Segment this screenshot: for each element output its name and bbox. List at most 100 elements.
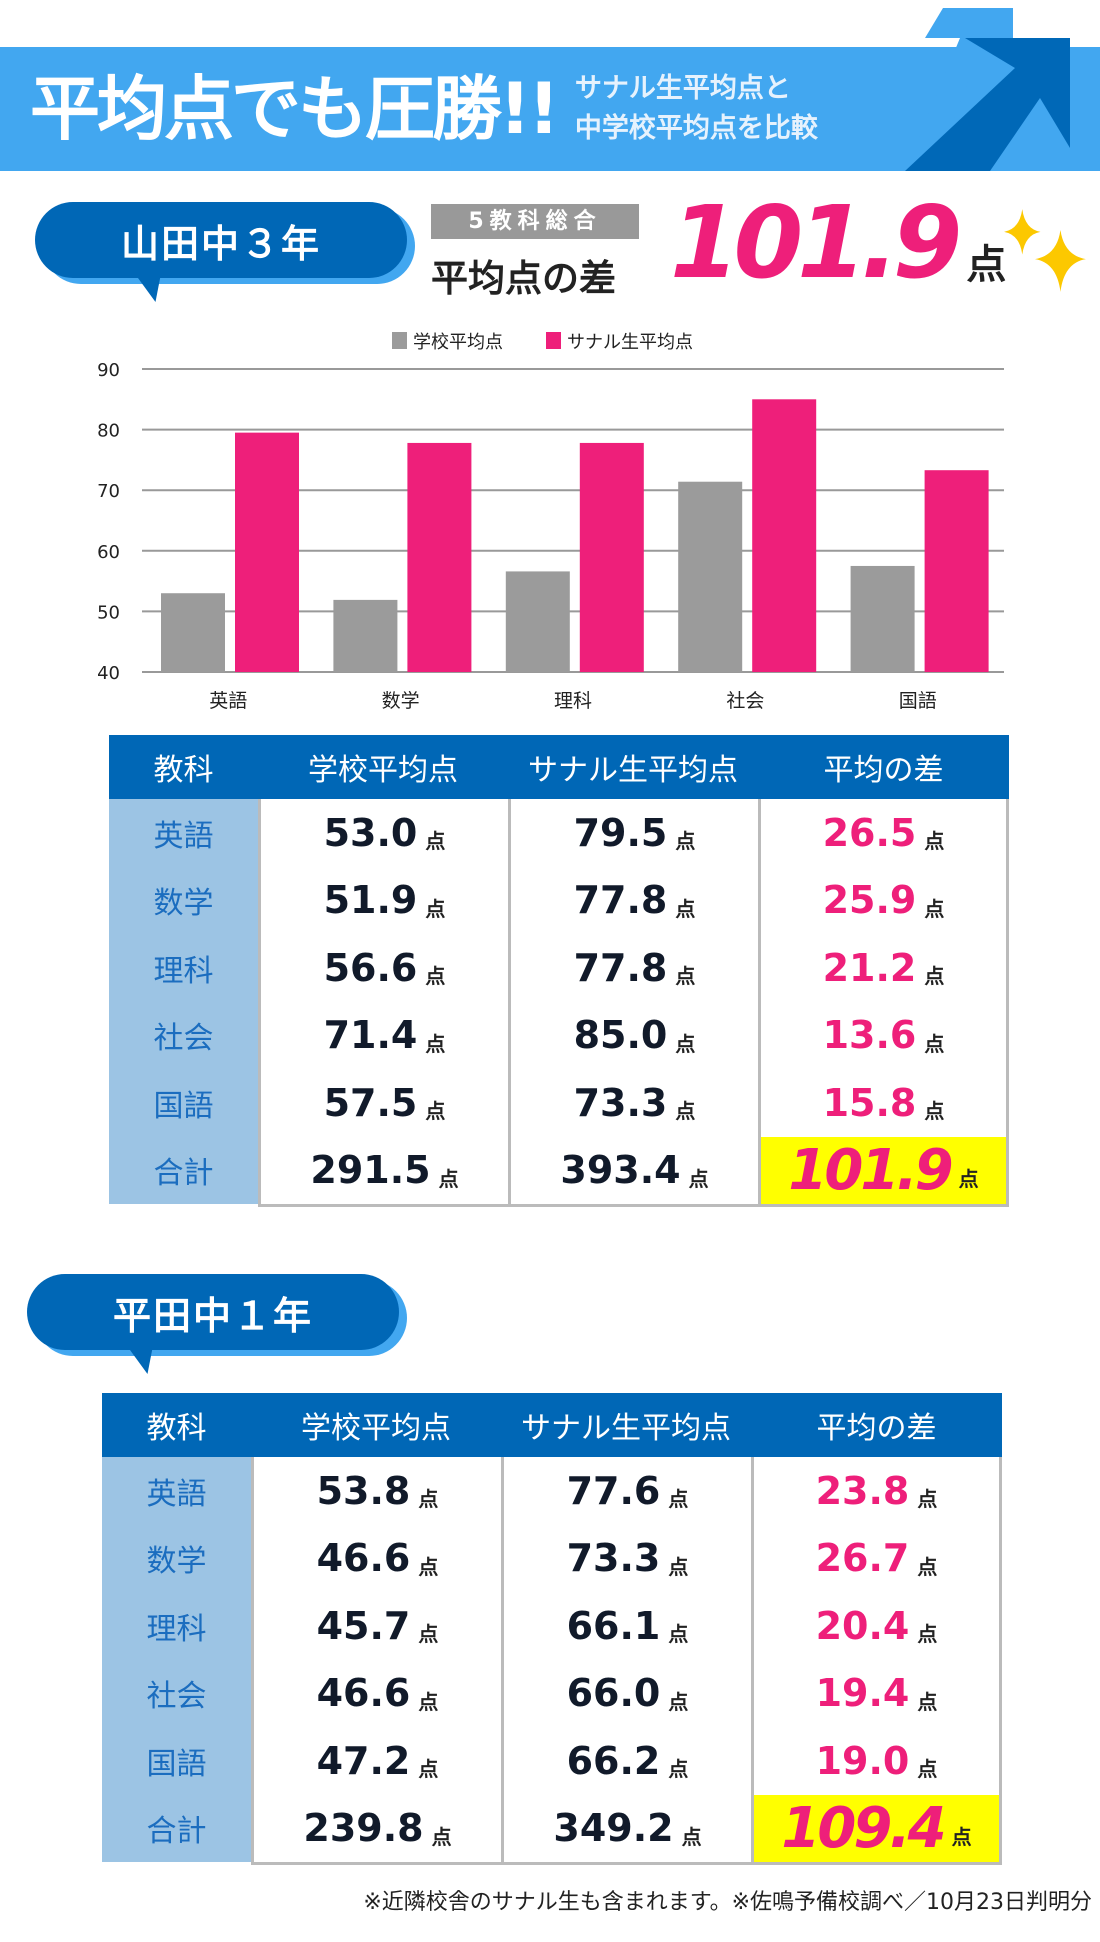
bar-school: [850, 565, 915, 672]
column-header: 学校平均点: [301, 1411, 451, 1446]
score-cell: 79.5 点: [508, 799, 758, 867]
score-unit: 点: [675, 964, 696, 989]
subtitle-line2: 中学校平均点を比較: [574, 113, 818, 144]
bubble-tail: [128, 1348, 160, 1374]
subject-cell: 社会: [109, 1001, 258, 1069]
table-row: 英語 53.8 点 77.6 点 23.8 点: [102, 1457, 1002, 1525]
subject-cell: 社会: [102, 1659, 251, 1727]
bar-sanaru: [752, 399, 817, 672]
score-value: 23.8: [815, 1468, 910, 1513]
score-value: 45.7: [316, 1603, 411, 1648]
score-cell: 101.9 点: [758, 1136, 1009, 1204]
score-value: 66.0: [566, 1671, 661, 1716]
score-cell: 239.8 点: [251, 1794, 501, 1862]
score-cell: 51.9 点: [258, 866, 508, 934]
score-unit: 点: [675, 896, 696, 921]
table-header: 教科 学校平均点 サナル生平均点 平均の差: [102, 1393, 1002, 1457]
score-value: 15.8: [822, 1080, 917, 1125]
bar-sanaru: [924, 470, 989, 672]
score-unit: 点: [924, 1031, 945, 1056]
x-tick-label: 社会: [726, 690, 764, 712]
table-row: 英語 53.0 点 79.5 点 26.5 点: [109, 799, 1009, 867]
subject-cell: 数学: [109, 866, 258, 934]
score-unit: 点: [668, 1757, 689, 1782]
score-cell: 56.6 点: [258, 934, 508, 1002]
score-unit: 点: [924, 896, 945, 921]
score-value: 13.6: [822, 1013, 917, 1058]
score-value: 109.4: [781, 1795, 946, 1861]
score-unit: 点: [917, 1622, 938, 1647]
summary-value-row: 101.9 点: [670, 188, 1006, 298]
summary-value: 101.9: [670, 184, 962, 301]
score-value: 73.3: [566, 1536, 661, 1581]
table-row: 数学 51.9 点 77.8 点 25.9 点: [109, 866, 1009, 934]
score-value: 79.5: [573, 810, 668, 855]
y-tick-label: 60: [97, 542, 120, 563]
score-cell: 349.2 点: [501, 1794, 751, 1862]
y-tick-label: 70: [97, 481, 120, 502]
school-label-yamada: 山田中３年: [35, 202, 407, 278]
column-header: 平均の差: [823, 753, 944, 788]
score-unit: 点: [924, 829, 945, 854]
score-cell: 77.6 点: [501, 1457, 751, 1525]
score-unit: 点: [675, 829, 696, 854]
score-cell: 21.2 点: [758, 934, 1009, 1002]
subject-cell: 合計: [109, 1136, 258, 1204]
score-table-hirata: 教科 学校平均点 サナル生平均点 平均の差 英語 53.8 点 77.6 点 23.8 点数学 46.…: [102, 1393, 1002, 1865]
score-cell: 109.4 点: [751, 1794, 1002, 1862]
subject-cell: 理科: [102, 1592, 251, 1660]
score-cell: 393.4 点: [508, 1136, 758, 1204]
score-value: 26.7: [815, 1536, 910, 1581]
score-value: 73.3: [573, 1080, 668, 1125]
table-row: 合計 291.5 点 393.4 点 101.9 点: [109, 1136, 1009, 1204]
y-tick-label: 40: [97, 663, 120, 684]
score-value: 21.2: [822, 945, 917, 990]
score-value: 46.6: [316, 1536, 411, 1581]
score-value: 77.6: [566, 1468, 661, 1513]
score-unit: 点: [688, 1166, 709, 1191]
legend-swatch-school: [392, 332, 407, 349]
score-cell: 20.4 点: [751, 1592, 1002, 1660]
bar-school: [505, 571, 570, 672]
score-unit: 点: [681, 1824, 702, 1849]
subtitle: サナル生平均点と 中学校平均点を比較: [575, 73, 818, 145]
bar-chart: 40 50 60 70 80 90 英語 数学 理科 社会 国語 学校平均点 サナル生平均点: [97, 332, 1004, 712]
table-row: 国語 57.5 点 73.3 点 15.8 点: [109, 1069, 1009, 1137]
bar-school: [161, 593, 225, 672]
score-value: 53.0: [323, 810, 418, 855]
score-unit: 点: [425, 1099, 446, 1124]
score-cell: 46.6 点: [251, 1524, 501, 1592]
bar-school: [333, 599, 398, 672]
column-header: サナル生平均点: [521, 1411, 731, 1446]
y-tick-label: 80: [97, 421, 120, 442]
score-unit: 点: [917, 1487, 938, 1512]
score-value: 291.5: [310, 1148, 431, 1193]
table-bottom-border: [258, 1204, 1009, 1207]
subject-cell: 国語: [102, 1727, 251, 1795]
subject-cell: 理科: [109, 934, 258, 1002]
header-row: 平均点でも圧勝!! サナル生平均点と 中学校平均点を比較: [30, 66, 818, 152]
table-header: 教科 学校平均点 サナル生平均点 平均の差: [109, 735, 1009, 799]
score-cell: 25.9 点: [758, 866, 1009, 934]
x-tick-label: 理科: [554, 690, 592, 712]
score-value: 20.4: [815, 1603, 910, 1648]
score-cell: 45.7 点: [251, 1592, 501, 1660]
score-value: 26.5: [822, 810, 917, 855]
table-row: 合計 239.8 点 349.2 点 109.4 点: [102, 1794, 1002, 1862]
score-value: 47.2: [316, 1738, 411, 1783]
score-table-yamada: 教科 学校平均点 サナル生平均点 平均の差 英語 53.0 点 79.5 点 26.5 点数学 51.…: [109, 735, 1009, 1207]
score-value: 56.6: [323, 945, 418, 990]
score-value: 393.4: [560, 1148, 681, 1193]
score-cell: 53.0 点: [258, 799, 508, 867]
score-unit: 点: [917, 1554, 938, 1579]
score-value: 77.8: [573, 878, 668, 923]
score-unit: 点: [675, 1031, 696, 1056]
column-header: 学校平均点: [308, 753, 458, 788]
score-unit: 点: [668, 1689, 689, 1714]
score-cell: 19.4 点: [751, 1659, 1002, 1727]
subject-cell: 数学: [102, 1524, 251, 1592]
score-unit: 点: [917, 1757, 938, 1782]
summary-tag: 5教科総合: [431, 204, 639, 239]
score-value: 66.1: [566, 1603, 661, 1648]
table-row: 数学 46.6 点 73.3 点 26.7 点: [102, 1524, 1002, 1592]
